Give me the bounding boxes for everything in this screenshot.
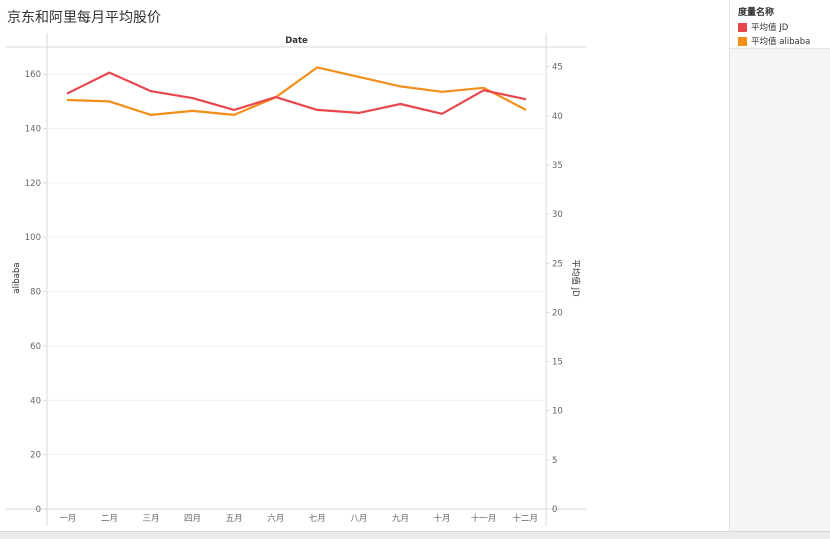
- legend-swatch-jd: [738, 22, 747, 32]
- left-axis-title: alibaba: [12, 262, 22, 293]
- left-tick-label: 100: [25, 233, 41, 243]
- x-tick-label: 十月: [434, 513, 451, 524]
- chart-title: 京东和阿里每月平均股价: [7, 10, 161, 26]
- right-tick-label: 25: [552, 259, 563, 269]
- right-tick-label: 40: [552, 112, 563, 122]
- right-tick-label: 0: [552, 505, 557, 515]
- left-tick-label: 120: [25, 179, 41, 189]
- legend-item-alibaba[interactable]: 平均值 alibaba: [738, 35, 810, 47]
- legend-box: 度量名称 平均值 JD 平均值 alibaba: [730, 0, 830, 49]
- series-line-jd: [66, 71, 527, 115]
- legend-panel: 度量名称 平均值 JD 平均值 alibaba: [729, 0, 830, 532]
- right-tick-label: 15: [552, 358, 563, 368]
- x-tick-label: 四月: [184, 514, 201, 524]
- right-tick-label: 5: [552, 456, 557, 466]
- x-tick-label: 八月: [350, 514, 367, 524]
- x-tick-label: 九月: [392, 514, 409, 524]
- left-tick-label: 40: [30, 396, 41, 406]
- x-tick-label: 十二月: [512, 513, 538, 524]
- top-axis-label: Date: [285, 36, 308, 46]
- chart-plot: Date 0 20 40 60 80 100 120 140 160 0 5 10 15 20 25 30 35 4…: [5, 33, 587, 526]
- legend-label-alibaba: 平均值 alibaba: [751, 37, 811, 47]
- x-tick-label: 一月: [59, 514, 76, 524]
- legend-label-jd: 平均值 JD: [751, 23, 789, 33]
- left-tick-label: 0: [36, 505, 41, 515]
- x-tick-label: 五月: [226, 514, 243, 524]
- x-tick-label: 十一月: [471, 513, 497, 524]
- legend-item-jd[interactable]: 平均值 JD: [738, 21, 788, 33]
- right-tick-label: 10: [552, 407, 563, 417]
- x-tick-label: 七月: [309, 514, 326, 524]
- left-tick-label: 160: [25, 70, 41, 80]
- left-tick-label: 60: [30, 342, 41, 352]
- right-axis-title: 平均值 JD: [570, 259, 581, 297]
- legend-title: 度量名称: [738, 8, 775, 18]
- right-tick-label: 45: [552, 63, 563, 73]
- left-tick-label: 140: [25, 125, 41, 135]
- right-tick-label: 30: [552, 210, 563, 220]
- left-tick-label: 80: [30, 288, 41, 298]
- x-tick-label: 二月: [101, 514, 118, 524]
- legend-swatch-alibaba: [738, 36, 747, 46]
- right-tick-label: 20: [552, 308, 563, 318]
- left-tick-label: 20: [30, 451, 41, 461]
- x-tick-label: 六月: [267, 513, 284, 524]
- bottom-scrollbar[interactable]: [0, 531, 830, 539]
- x-tick-label: 三月: [142, 514, 159, 524]
- series-line-alibaba: [66, 66, 527, 117]
- right-tick-label: 35: [552, 161, 563, 171]
